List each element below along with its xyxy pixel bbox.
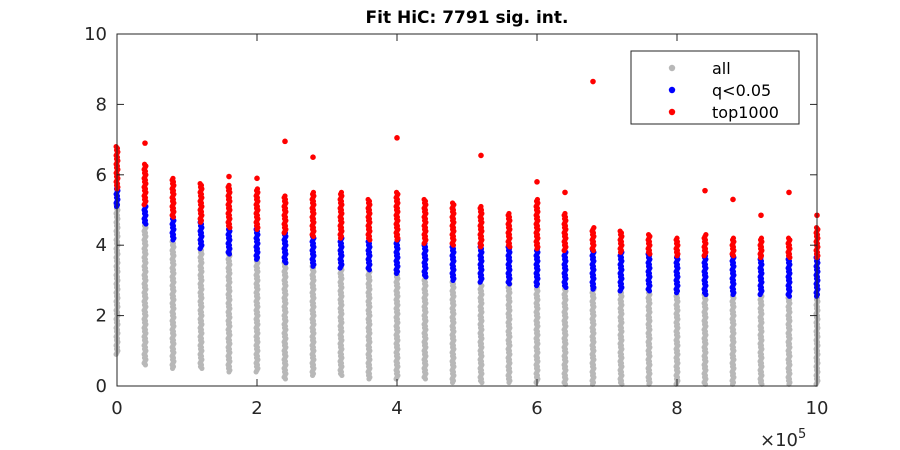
data-point bbox=[365, 196, 371, 203]
data-point-outlier bbox=[758, 212, 764, 219]
data-point-outlier bbox=[702, 187, 708, 194]
data-point bbox=[254, 186, 261, 192]
data-point bbox=[703, 232, 709, 238]
x-tick-label: 0 bbox=[111, 398, 122, 419]
x-multiplier-base: ×10 bbox=[760, 430, 798, 450]
x-tick-label: 10 bbox=[806, 398, 829, 419]
data-point bbox=[730, 235, 737, 241]
plot-area-frame bbox=[116, 33, 818, 387]
x-tick-label: 2 bbox=[251, 398, 262, 419]
data-point bbox=[506, 210, 512, 217]
data-point bbox=[785, 235, 792, 241]
data-point bbox=[645, 232, 652, 238]
data-point bbox=[226, 182, 232, 188]
y-tick-label: 6 bbox=[96, 165, 107, 186]
data-point-outlier bbox=[478, 152, 484, 159]
data-point-outlier bbox=[310, 154, 316, 160]
data-point bbox=[310, 189, 317, 195]
chart-title: Fit HiC: 7791 sig. int. bbox=[366, 8, 569, 28]
data-point bbox=[197, 181, 203, 187]
data-point-outlier bbox=[394, 135, 400, 141]
legend-marker-all bbox=[668, 64, 676, 72]
legend-label-all: all bbox=[712, 59, 731, 78]
legend-marker-q<0.05 bbox=[668, 86, 676, 94]
data-point-outlier bbox=[590, 78, 596, 85]
data-point bbox=[617, 228, 623, 234]
x-multiplier-exponent: 5 bbox=[798, 427, 806, 442]
legend: all q<0.05 top1000 bbox=[630, 50, 800, 125]
x-tick-label: 4 bbox=[391, 398, 402, 419]
y-tick-label: 4 bbox=[96, 235, 107, 256]
data-point bbox=[421, 196, 427, 203]
legend-label-q<0.05: q<0.05 bbox=[712, 81, 771, 100]
data-point bbox=[534, 196, 541, 203]
data-point bbox=[758, 235, 765, 241]
data-point bbox=[113, 144, 119, 150]
y-tick-label: 8 bbox=[96, 94, 107, 115]
x-axis-multiplier: ×105 bbox=[760, 427, 806, 450]
y-tick-label: 10 bbox=[84, 24, 107, 45]
y-tick-label: 0 bbox=[96, 376, 107, 397]
data-point bbox=[282, 193, 288, 199]
data-point bbox=[562, 210, 568, 217]
series-top1000 bbox=[113, 78, 821, 261]
series-all bbox=[113, 200, 821, 387]
data-point bbox=[141, 161, 148, 167]
data-point bbox=[674, 235, 680, 241]
data-point-outlier bbox=[226, 173, 232, 180]
legend-box bbox=[630, 50, 800, 125]
data-point bbox=[393, 189, 400, 195]
x-tick-label: 6 bbox=[531, 398, 542, 419]
plot-marks bbox=[113, 78, 821, 387]
y-axis: 0 2 4 6 8 10 bbox=[84, 24, 817, 397]
legend-label-top1000: top1000 bbox=[712, 103, 779, 122]
data-point bbox=[591, 225, 597, 231]
data-point bbox=[170, 175, 176, 181]
data-point-outlier bbox=[562, 189, 568, 196]
x-axis: 0 2 4 6 8 10 bbox=[111, 34, 828, 419]
legend-marker-top1000 bbox=[668, 108, 676, 116]
y-tick-label: 2 bbox=[96, 306, 107, 327]
series-q<0.05 bbox=[113, 186, 821, 299]
x-tick-label: 8 bbox=[671, 398, 682, 419]
data-point bbox=[338, 189, 345, 195]
data-point-outlier bbox=[254, 175, 260, 182]
data-point-outlier bbox=[282, 138, 288, 145]
data-point-outlier bbox=[534, 179, 540, 185]
data-point-outlier bbox=[730, 196, 736, 203]
data-point bbox=[449, 200, 456, 206]
data-point-outlier bbox=[786, 189, 792, 196]
data-point bbox=[478, 203, 484, 210]
data-point-outlier bbox=[142, 140, 148, 146]
